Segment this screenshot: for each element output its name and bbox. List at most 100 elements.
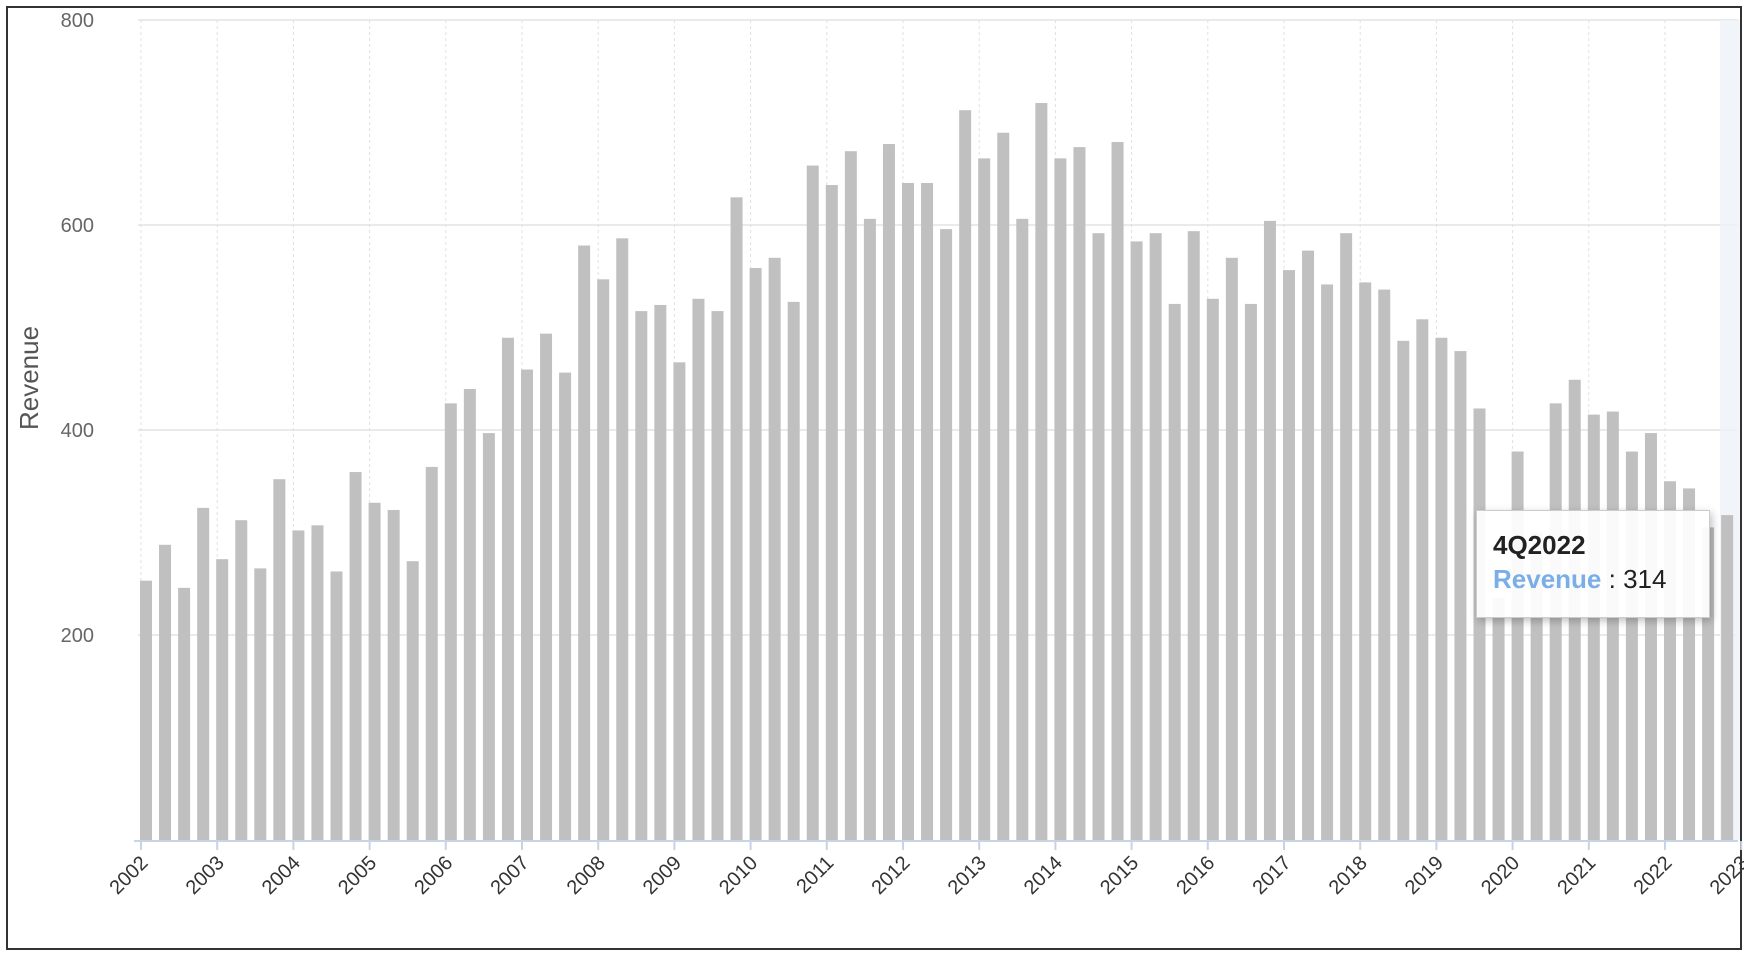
bar[interactable] <box>902 182 914 841</box>
bar[interactable] <box>1111 141 1124 841</box>
bar[interactable] <box>654 304 667 840</box>
bar[interactable] <box>825 185 838 840</box>
data-tooltip: 4Q2022 Revenue : 314 <box>1476 510 1710 618</box>
bar[interactable] <box>387 509 400 840</box>
y-axis-label: Revenue <box>14 326 44 430</box>
tooltip-period: 4Q2022 <box>1493 530 1586 560</box>
bar[interactable] <box>1073 147 1086 841</box>
y-tick-label: 600 <box>61 215 94 237</box>
x-tick-label: 2007 <box>487 852 534 899</box>
x-tick-label: 2015 <box>1096 852 1143 899</box>
bar[interactable] <box>692 298 705 840</box>
bar[interactable] <box>1035 103 1048 840</box>
bar[interactable] <box>349 472 362 840</box>
bar[interactable] <box>578 245 591 841</box>
bar[interactable] <box>1130 241 1143 840</box>
bar[interactable] <box>1302 250 1315 840</box>
bar[interactable] <box>1587 414 1600 840</box>
bar[interactable] <box>1340 233 1353 840</box>
bar[interactable] <box>1187 231 1200 840</box>
bar[interactable] <box>1168 303 1181 840</box>
x-tick-label: 2022 <box>1630 852 1677 899</box>
bar[interactable] <box>292 530 305 840</box>
bar[interactable] <box>1473 408 1486 840</box>
bar[interactable] <box>1225 257 1238 840</box>
x-tick-label: 2017 <box>1249 852 1296 899</box>
bar[interactable] <box>882 144 895 840</box>
bar[interactable] <box>159 544 172 840</box>
bar[interactable] <box>140 580 152 840</box>
bar[interactable] <box>597 279 610 840</box>
bar[interactable] <box>1644 433 1657 840</box>
bar[interactable] <box>749 268 762 840</box>
bar[interactable] <box>501 337 514 840</box>
bar[interactable] <box>1416 319 1429 840</box>
bar[interactable] <box>425 466 438 840</box>
bar[interactable] <box>330 571 343 840</box>
x-tick-label: 2002 <box>106 852 153 899</box>
bar[interactable] <box>616 238 629 840</box>
y-tick-label: 400 <box>61 420 94 442</box>
bar[interactable] <box>997 132 1010 840</box>
x-tick-label: 2023 <box>1706 852 1744 899</box>
bar[interactable] <box>178 587 191 840</box>
bar[interactable] <box>540 333 553 840</box>
bar[interactable] <box>406 561 419 840</box>
bar[interactable] <box>1492 598 1505 840</box>
bar[interactable] <box>197 507 210 840</box>
bar[interactable] <box>844 151 857 840</box>
bar[interactable] <box>978 158 991 840</box>
x-tick-label: 2005 <box>334 852 381 899</box>
bar[interactable] <box>1016 218 1029 841</box>
bar[interactable] <box>673 362 686 840</box>
bar[interactable] <box>1092 233 1105 840</box>
bar[interactable] <box>482 433 495 840</box>
bar[interactable] <box>311 525 324 840</box>
bar[interactable] <box>216 559 229 840</box>
bar[interactable] <box>368 502 381 840</box>
x-tick-label: 2003 <box>182 852 229 899</box>
tooltip-separator: : <box>1608 564 1616 594</box>
bar[interactable] <box>1149 233 1162 840</box>
bar[interactable] <box>1721 515 1734 840</box>
bar[interactable] <box>1606 411 1619 840</box>
bar[interactable] <box>444 403 457 840</box>
bar[interactable] <box>559 372 572 840</box>
bar[interactable] <box>806 165 819 841</box>
bar[interactable] <box>521 369 533 840</box>
bar[interactable] <box>1263 220 1276 840</box>
bar[interactable] <box>1378 289 1391 840</box>
bar[interactable] <box>1549 403 1562 840</box>
x-tick-label: 2018 <box>1325 852 1372 899</box>
x-tick-label: 2020 <box>1477 852 1524 899</box>
bar[interactable] <box>1244 303 1257 840</box>
x-tick-label: 2016 <box>1172 852 1219 899</box>
x-tick-label: 2011 <box>792 852 838 898</box>
bar[interactable] <box>1206 298 1219 840</box>
bar[interactable] <box>768 257 781 840</box>
revenue-bar-chart: 200 400 600 800 2002 2003 2004 2005 2006 2007 2008… <box>14 10 1744 899</box>
bar[interactable] <box>1397 340 1410 840</box>
bar[interactable] <box>863 218 876 841</box>
bar[interactable] <box>1359 282 1372 840</box>
x-tick-label: 2006 <box>410 852 457 899</box>
bar[interactable] <box>1435 337 1448 840</box>
x-tick-label: 2008 <box>563 852 610 899</box>
bar[interactable] <box>254 568 267 840</box>
bar[interactable] <box>787 301 800 840</box>
bar[interactable] <box>463 389 476 840</box>
chart-frame: 200 400 600 800 2002 2003 2004 2005 2006 2007 2008… <box>6 6 1744 950</box>
bar[interactable] <box>235 520 248 840</box>
bar-series <box>140 103 1734 841</box>
bar[interactable] <box>1283 270 1295 841</box>
bar[interactable] <box>635 311 648 841</box>
bar[interactable] <box>1321 284 1334 840</box>
bar[interactable] <box>959 110 972 840</box>
bar[interactable] <box>1454 351 1467 840</box>
bar[interactable] <box>1054 158 1067 840</box>
bar[interactable] <box>940 229 953 841</box>
bar[interactable] <box>921 182 934 841</box>
bar[interactable] <box>730 197 743 840</box>
bar[interactable] <box>711 311 724 841</box>
bar[interactable] <box>273 479 286 840</box>
